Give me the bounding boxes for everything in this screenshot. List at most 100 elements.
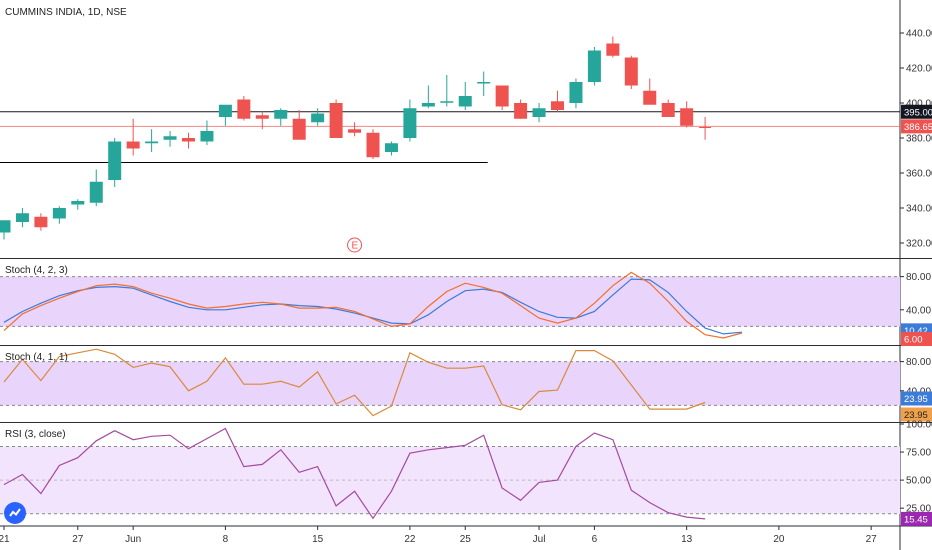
price-chart-title: CUMMINS INDIA, 1D, NSE (5, 7, 127, 18)
candle (311, 108, 325, 126)
indicator-value-label: 23.95 (904, 394, 928, 405)
candle-body (532, 108, 546, 117)
candle (421, 85, 435, 109)
candle (292, 110, 306, 140)
candle-body (440, 101, 454, 103)
candle-body (514, 103, 528, 119)
indicator-tick-label: 100.00 (906, 420, 932, 431)
tradingview-logo[interactable] (4, 502, 26, 524)
candle-body (477, 82, 491, 84)
price-level-tag (901, 119, 932, 134)
indicator-tick-label: 80.00 (906, 272, 931, 283)
indicator-title: RSI (3, close) (5, 429, 66, 440)
indicator-tick-label: 75.00 (906, 448, 931, 459)
earnings-marker (347, 237, 363, 253)
candle-body (661, 103, 675, 117)
indicator-value-tag (901, 407, 932, 422)
candle-body (292, 118, 306, 140)
candle-body (15, 213, 29, 222)
time-tick-label: Jul (533, 534, 546, 545)
candle-body (145, 141, 159, 144)
candle (255, 111, 269, 130)
price-level-tag (901, 104, 932, 119)
candle (274, 108, 288, 126)
time-tick-label: 8 (223, 534, 229, 545)
candle (163, 131, 177, 147)
candle-body (569, 82, 583, 103)
candle-body (348, 129, 362, 133)
time-tick-label: 27 (72, 534, 84, 545)
time-tick-label: 21 (0, 534, 10, 545)
indicator-series-line (3, 271, 743, 339)
candle (661, 99, 675, 117)
candle-body (52, 208, 66, 219)
candle-body (366, 132, 380, 158)
candle (624, 55, 638, 89)
candle (182, 132, 195, 149)
indicator-value-tag (901, 511, 932, 526)
indicator-value-tag (901, 391, 932, 406)
price-level-label: 395.00 (904, 107, 932, 118)
indicator-tick-label: 50.00 (906, 476, 931, 487)
candle (699, 117, 712, 140)
candle-body (182, 138, 195, 142)
candle (551, 90, 564, 112)
candle (366, 129, 380, 159)
candle (348, 122, 362, 137)
time-tick-label: 22 (404, 534, 416, 545)
indicator-series-line (3, 278, 743, 335)
candle (0, 220, 11, 240)
candle-body (255, 115, 269, 119)
candle-body (403, 108, 417, 138)
candle (384, 141, 398, 156)
indicator-series-line (3, 427, 706, 520)
candle (89, 169, 103, 207)
candle-body (108, 141, 122, 180)
candle (200, 120, 214, 145)
indicator-band (0, 361, 900, 406)
candle-body (606, 43, 620, 56)
indicator-value-label: 15.45 (904, 514, 928, 525)
candle-body (34, 216, 48, 228)
price-tick-label: 440.00 (906, 29, 932, 40)
indicator-tick-label: 80.00 (906, 357, 931, 368)
candle-body (163, 136, 177, 140)
candle-body (421, 103, 435, 107)
candle-body (126, 141, 140, 149)
candle (218, 104, 232, 126)
candle-body (624, 57, 638, 86)
candle (440, 75, 454, 107)
indicator-value-label: 23.95 (904, 410, 928, 421)
candle-body (0, 220, 11, 233)
indicator-title: Stoch (4, 1, 1) (5, 352, 68, 363)
candle (403, 99, 417, 142)
indicator-tick-label: 40.00 (906, 305, 931, 316)
candle (15, 208, 29, 228)
candle-body (495, 85, 509, 107)
price-tick-label: 340.00 (906, 204, 932, 215)
candle (108, 138, 122, 187)
indicator-value-tag (901, 332, 932, 346)
candle-body (71, 201, 85, 205)
candle (495, 85, 509, 110)
price-tick-label: 360.00 (906, 169, 932, 180)
indicator-title: Stoch (4, 2, 3) (5, 265, 68, 276)
indicator-value-label: 10.42 (904, 326, 928, 337)
candle (329, 99, 343, 138)
candle-body (218, 104, 232, 117)
candle (532, 103, 546, 123)
candle (514, 99, 528, 119)
time-tick-label: 27 (866, 534, 878, 545)
candle (477, 71, 491, 96)
candle (34, 213, 48, 231)
logo-icon (9, 508, 21, 517)
candle-body (89, 181, 103, 203)
indicator-band (0, 276, 900, 327)
candle (126, 118, 140, 156)
price-tick-label: 400.00 (906, 99, 932, 110)
time-tick-label: 20 (773, 534, 785, 545)
earnings-label: E (352, 241, 359, 252)
price-level-label: 386.65 (904, 122, 932, 133)
indicator-series-line (3, 348, 706, 417)
